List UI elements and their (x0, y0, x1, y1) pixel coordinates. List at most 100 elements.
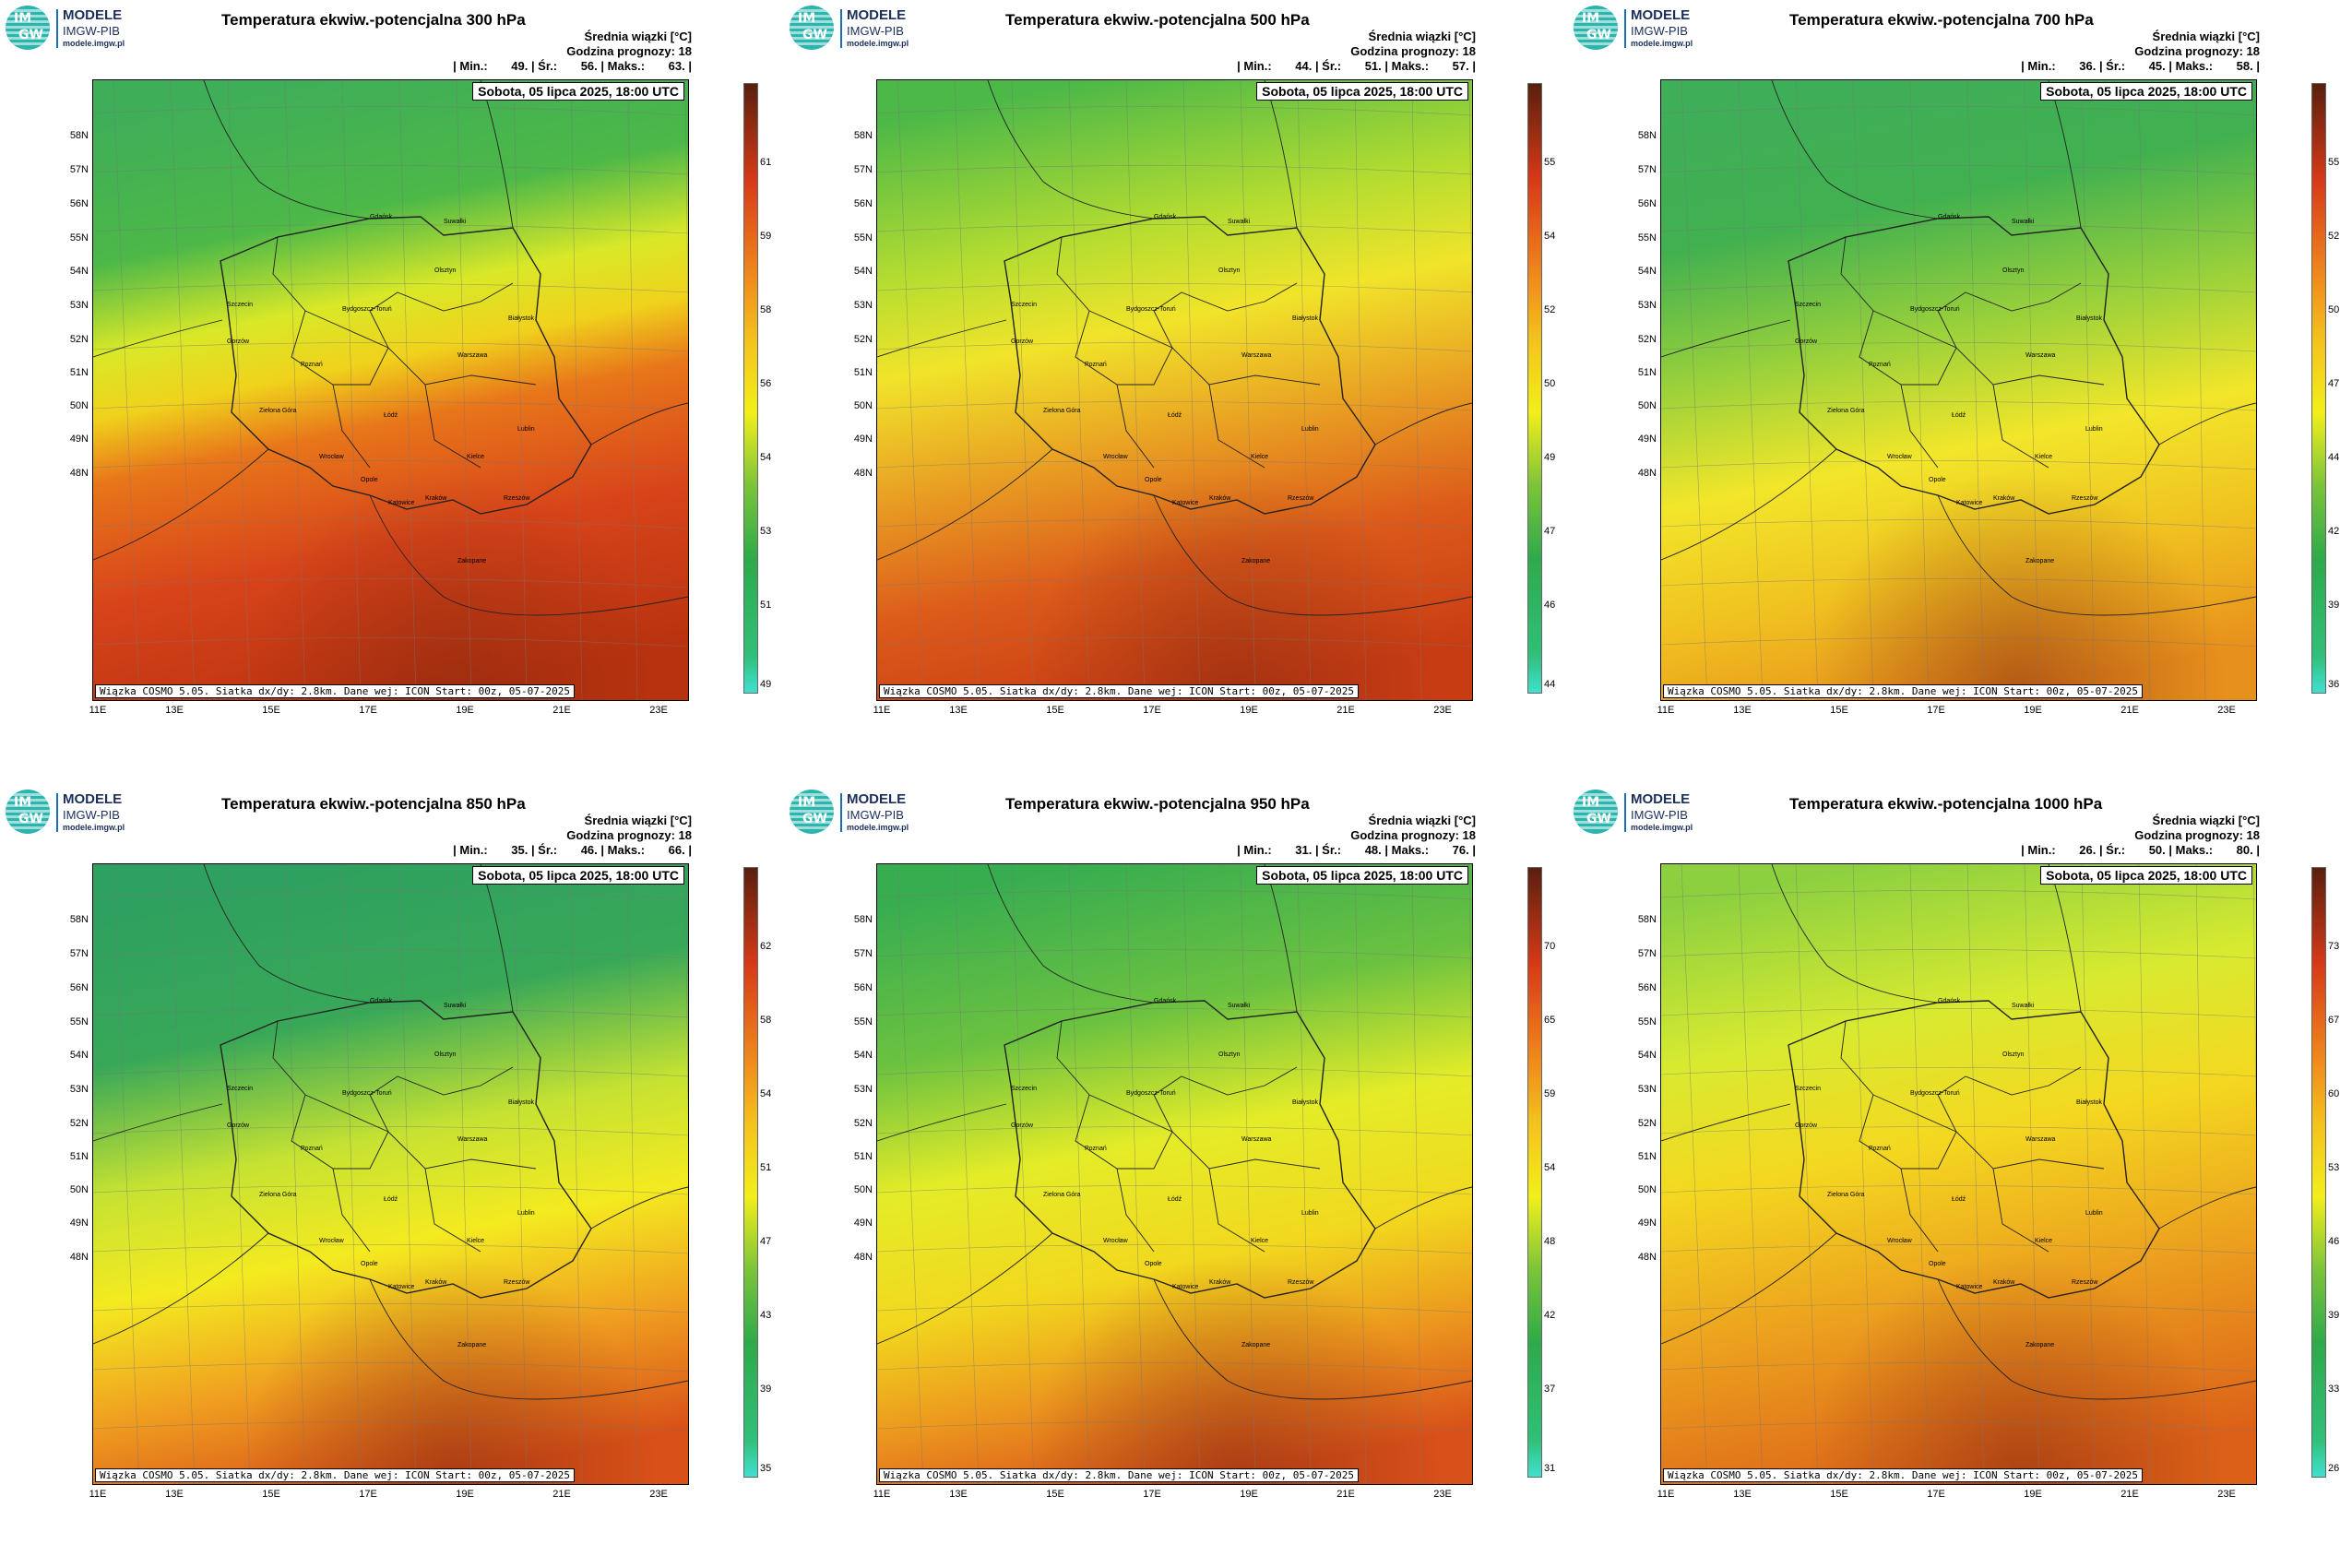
city-label: Warszawa (1241, 352, 1272, 359)
city-label: Gdańsk (1154, 998, 1177, 1004)
panel-subtitle: Średnia wiązki [°C] (1368, 30, 1476, 43)
city-label: Zielona Góra (1827, 1192, 1865, 1198)
lat-label: 53N (1637, 300, 1657, 311)
scale-tick-label: 59 (1544, 1088, 1556, 1099)
lat-label: 50N (1637, 1184, 1657, 1195)
scale-tick-label: 39 (2328, 1310, 2340, 1321)
max-label: | Maks.: (2168, 59, 2214, 73)
scale-tick-label: 33 (2328, 1384, 2340, 1395)
lat-label: 53N (853, 300, 873, 311)
imgw-logo-icon: IM GW (1574, 790, 1618, 834)
stats-line: | Min.: 44. | Śr.: 51. | Maks.: 57. | (1237, 59, 1476, 73)
imgw-logo[interactable]: IM GW MODELE IMGW-PIB modele.imgw.pl (790, 6, 919, 52)
lat-label: 58N (853, 914, 873, 925)
logo-url[interactable]: modele.imgw.pl (847, 39, 909, 48)
lat-label: 57N (853, 948, 873, 959)
forecast-map[interactable]: Sobota, 05 lipca 2025, 18:00 UTC Wiązka … (92, 79, 689, 701)
lon-label: 23E (2217, 1489, 2236, 1500)
city-label: Poznań (1085, 1146, 1107, 1152)
scale-tick-label: 73 (2328, 941, 2340, 952)
lon-label: 11E (89, 705, 107, 716)
city-label: Zakopane (457, 1342, 487, 1348)
panel-title: Temperatura ekwiw.-potencjalna 700 hPa (1789, 11, 2094, 29)
city-label: Gdańsk (370, 214, 393, 220)
city-label: Wrocław (1887, 454, 1912, 460)
logo-url[interactable]: modele.imgw.pl (63, 39, 125, 48)
lon-label: 15E (262, 705, 280, 716)
city-label: Zielona Góra (259, 408, 297, 414)
lon-label: 13E (1733, 1489, 1752, 1500)
forecast-map[interactable]: Sobota, 05 lipca 2025, 18:00 UTC Wiązka … (876, 863, 1473, 1485)
logo-org: IMGW-PIB (847, 808, 904, 822)
date-label: Sobota, 05 lipca 2025, 18:00 UTC (472, 82, 684, 101)
scale-tick-label: 58 (760, 304, 772, 315)
city-label: Łódź (1168, 1196, 1182, 1203)
imgw-logo[interactable]: IM GW MODELE IMGW-PIB modele.imgw.pl (6, 790, 135, 836)
min-value: 35. (511, 843, 529, 857)
city-label: Wrocław (319, 1238, 344, 1244)
forecast-map[interactable]: Sobota, 05 lipca 2025, 18:00 UTC Wiązka … (1660, 863, 2257, 1485)
lat-label: 53N (69, 1084, 89, 1095)
mean-value: 46. (580, 843, 598, 857)
imgw-logo[interactable]: IM GW MODELE IMGW-PIB modele.imgw.pl (790, 790, 919, 836)
city-label: Gorzów (1011, 339, 1034, 345)
lat-label: 50N (853, 400, 873, 411)
lat-label: 48N (853, 1252, 873, 1263)
imgw-logo[interactable]: IM GW MODELE IMGW-PIB modele.imgw.pl (1574, 790, 1703, 836)
panel-subtitle: Średnia wiązki [°C] (584, 30, 692, 43)
forecast-map[interactable]: Sobota, 05 lipca 2025, 18:00 UTC Wiązka … (876, 79, 1473, 701)
color-scale-bar (1527, 83, 1542, 694)
logo-text: MODELE (63, 791, 123, 807)
stats-line: | Min.: 36. | Śr.: 45. | Maks.: 58. | (2021, 59, 2260, 73)
lon-label: 15E (1046, 1489, 1064, 1500)
city-label: Wrocław (1887, 1238, 1912, 1244)
forecast-panel: IM GW MODELE IMGW-PIB modele.imgw.pl Tem… (1568, 0, 2352, 784)
map-field (93, 80, 688, 700)
max-value: 80. (2236, 843, 2253, 857)
forecast-hour: Godzina prognozy: 18 (566, 44, 692, 58)
city-label: Katowice (1172, 1284, 1199, 1290)
forecast-map[interactable]: Sobota, 05 lipca 2025, 18:00 UTC Wiązka … (92, 863, 689, 1485)
city-label: Warszawa (2025, 352, 2056, 359)
stats-end: | (1472, 843, 1476, 857)
imgw-logo[interactable]: IM GW MODELE IMGW-PIB modele.imgw.pl (6, 6, 135, 52)
city-label: Suwałki (444, 219, 467, 225)
min-label: | Min.: (1237, 59, 1272, 73)
lat-label: 53N (69, 300, 89, 311)
city-label: Białystok (508, 315, 535, 322)
logo-url[interactable]: modele.imgw.pl (847, 823, 909, 832)
lon-label: 19E (2024, 705, 2042, 716)
forecast-map[interactable]: Sobota, 05 lipca 2025, 18:00 UTC Wiązka … (1660, 79, 2257, 701)
lat-label: 53N (1637, 1084, 1657, 1095)
city-label: Warszawa (457, 1136, 488, 1143)
city-label: Poznań (1869, 1146, 1891, 1152)
forecast-panel: IM GW MODELE IMGW-PIB modele.imgw.pl Tem… (784, 0, 1568, 784)
lat-label: 54N (1637, 266, 1657, 277)
logo-url[interactable]: modele.imgw.pl (1631, 39, 1693, 48)
lon-label: 17E (1143, 1489, 1161, 1500)
lon-label: 11E (873, 1489, 891, 1500)
city-label: Gdańsk (1938, 214, 1961, 220)
poland-border (1788, 216, 2160, 515)
map-field (877, 864, 1472, 1484)
lon-label: 21E (552, 1489, 571, 1500)
stats-line: | Min.: 49. | Śr.: 56. | Maks.: 63. | (453, 59, 692, 73)
city-label: Białystok (2076, 1099, 2103, 1106)
logo-url[interactable]: modele.imgw.pl (1631, 823, 1693, 832)
map-field (1661, 80, 2256, 700)
date-label: Sobota, 05 lipca 2025, 18:00 UTC (1256, 82, 1468, 101)
mean-label: | Śr.: (530, 59, 558, 73)
city-label: Olsztyn (2002, 267, 2025, 274)
city-label: Zakopane (2025, 558, 2055, 564)
scale-tick-label: 44 (1544, 679, 1556, 690)
panel-title: Temperatura ekwiw.-potencjalna 1000 hPa (1789, 795, 2103, 813)
scale-tick-label: 42 (1544, 1310, 1556, 1321)
min-label: | Min.: (2021, 843, 2056, 857)
lon-label: 23E (1433, 1489, 1452, 1500)
imgw-logo[interactable]: IM GW MODELE IMGW-PIB modele.imgw.pl (1574, 6, 1703, 52)
scale-tick-label: 55 (2328, 157, 2340, 168)
scale-tick-label: 49 (1544, 452, 1556, 463)
city-label: Katowice (1956, 1284, 1983, 1290)
lon-label: 21E (1336, 705, 1355, 716)
logo-url[interactable]: modele.imgw.pl (63, 823, 125, 832)
